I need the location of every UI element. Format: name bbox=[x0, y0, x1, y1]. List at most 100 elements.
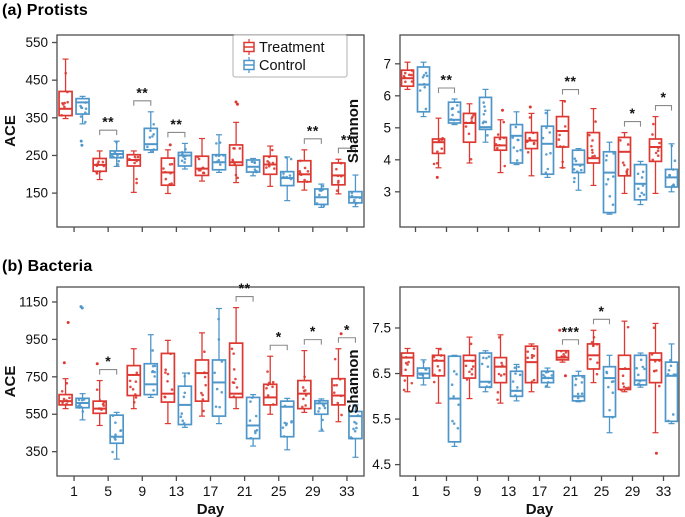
significance-bracket bbox=[654, 105, 673, 111]
outlier-point bbox=[558, 328, 562, 332]
y-tick-label: 1150 bbox=[19, 294, 48, 309]
boxplot-treatment-day-33 bbox=[648, 115, 663, 194]
boxplot-treatment-day-13 bbox=[160, 339, 176, 425]
boxplot-control-day-13 bbox=[509, 111, 524, 166]
boxplot-control-day-29 bbox=[633, 352, 648, 388]
boxplot-control-day-9 bbox=[478, 350, 493, 393]
boxplot-treatment-day-17 bbox=[524, 105, 539, 177]
boxplot-control-day-5 bbox=[447, 98, 462, 126]
boxplot-control-day-17 bbox=[540, 367, 555, 388]
x-tick-label: 29 bbox=[625, 483, 641, 499]
outlier-point bbox=[235, 102, 239, 106]
boxplot-control-day-1 bbox=[416, 359, 431, 386]
outlier-point bbox=[168, 143, 172, 147]
legend-label: Treatment bbox=[259, 40, 325, 56]
boxplot-treatment-day-9 bbox=[126, 150, 142, 193]
significance-stars: ** bbox=[102, 114, 114, 130]
significance-bracket bbox=[337, 337, 356, 343]
outlier-point bbox=[339, 332, 343, 336]
significance-stars: ** bbox=[239, 280, 251, 296]
legend-box bbox=[232, 34, 348, 78]
outlier-point bbox=[563, 374, 567, 378]
boxplot-control-day-17 bbox=[211, 307, 227, 425]
significance-bracket bbox=[133, 100, 152, 106]
x-tick-label: 1 bbox=[412, 483, 420, 499]
significance-bracket bbox=[235, 296, 254, 302]
boxplot-treatment-day-29 bbox=[296, 350, 312, 413]
x-axis-label: Day bbox=[197, 501, 225, 517]
boxplot-treatment-day-13 bbox=[493, 334, 508, 404]
boxplot-control-day-25 bbox=[602, 354, 617, 434]
x-tick-label: 21 bbox=[563, 483, 579, 499]
boxplot-control-day-29 bbox=[313, 183, 329, 209]
y-tick-label: 6 bbox=[383, 88, 391, 103]
y-tick-label: 3 bbox=[383, 184, 391, 199]
boxplot-treatment-day-5 bbox=[92, 362, 108, 427]
significance-stars: ** bbox=[565, 73, 577, 89]
boxplot-treatment-day-1 bbox=[58, 321, 73, 410]
significance-bracket bbox=[99, 369, 118, 375]
significance-bracket bbox=[437, 87, 456, 93]
y-axis-label: Shannon bbox=[345, 99, 362, 163]
y-axis-label: ACE bbox=[2, 115, 19, 147]
x-tick-label: 1 bbox=[70, 483, 78, 499]
boxplot-treatment-day-33 bbox=[331, 332, 346, 423]
x-axis-label: Day bbox=[526, 501, 554, 517]
x-tick-label: 9 bbox=[138, 483, 146, 499]
significance-stars: * bbox=[599, 303, 605, 319]
boxplot-control-day-33 bbox=[348, 404, 363, 458]
boxplot-control-day-5 bbox=[109, 140, 125, 167]
significance-stars: * bbox=[276, 329, 282, 345]
boxplot-control-day-25 bbox=[602, 141, 617, 215]
boxplot-treatment-day-21 bbox=[555, 328, 570, 378]
outlier-point bbox=[95, 362, 99, 366]
significance-bracket bbox=[561, 339, 580, 345]
x-tick-label: 17 bbox=[203, 483, 219, 499]
boxplot-treatment-day-25 bbox=[586, 107, 601, 186]
outlier-point bbox=[66, 321, 70, 325]
chart-protists-ace: 150 250 350 450 550 ACE ** ** ** ** ** Treatment Con… bbox=[2, 34, 365, 232]
y-tick-label: 250 bbox=[25, 148, 48, 163]
y-tick-label: 950 bbox=[25, 332, 48, 347]
boxplot-control-day-33 bbox=[664, 343, 679, 425]
significance-stars: * bbox=[661, 89, 667, 105]
plot-frame bbox=[56, 286, 365, 477]
boxplot-treatment-day-29 bbox=[296, 149, 312, 191]
significance-bracket bbox=[269, 344, 288, 351]
boxplot-treatment-day-1 bbox=[58, 58, 73, 120]
outlier-point bbox=[528, 105, 532, 109]
boxplot-treatment-day-21 bbox=[228, 100, 244, 184]
significance-bracket bbox=[623, 121, 642, 127]
boxplot-control-day-21 bbox=[245, 157, 261, 177]
significance-stars: ** bbox=[341, 132, 353, 148]
y-tick-label: 5 bbox=[383, 120, 391, 135]
x-tick-label: 25 bbox=[594, 483, 610, 499]
x-tick-label: 33 bbox=[656, 483, 672, 499]
y-tick-label: 4 bbox=[383, 152, 391, 167]
boxplot-treatment-day-33 bbox=[331, 158, 346, 195]
significance-stars: ** bbox=[170, 116, 182, 132]
outlier-point bbox=[435, 175, 439, 179]
boxplot-treatment-day-9 bbox=[462, 336, 477, 400]
x-tick-label: 13 bbox=[169, 483, 185, 499]
x-tick-label: 21 bbox=[237, 483, 253, 499]
boxplot-control-day-1 bbox=[416, 61, 431, 118]
significance-stars: * bbox=[105, 353, 111, 369]
boxplot-control-day-13 bbox=[509, 363, 524, 402]
x-tick-label: 5 bbox=[443, 483, 451, 499]
boxplot-treatment-day-17 bbox=[524, 343, 539, 393]
significance-stars: *** bbox=[562, 323, 580, 339]
boxplot-control-day-17 bbox=[211, 134, 227, 174]
y-tick-label: 350 bbox=[25, 444, 48, 459]
boxplot-control-day-29 bbox=[313, 398, 329, 432]
y-tick-label: 6.5 bbox=[372, 366, 391, 381]
boxplot-control-day-5 bbox=[109, 411, 125, 460]
section-title-protists: (a) Protists bbox=[2, 2, 88, 19]
boxplot-treatment-day-25 bbox=[262, 355, 278, 415]
boxplot-treatment-day-1 bbox=[400, 61, 415, 91]
y-tick-label: 750 bbox=[25, 369, 48, 384]
boxplot-treatment-day-5 bbox=[92, 150, 108, 181]
boxplot-control-day-29 bbox=[633, 160, 648, 206]
